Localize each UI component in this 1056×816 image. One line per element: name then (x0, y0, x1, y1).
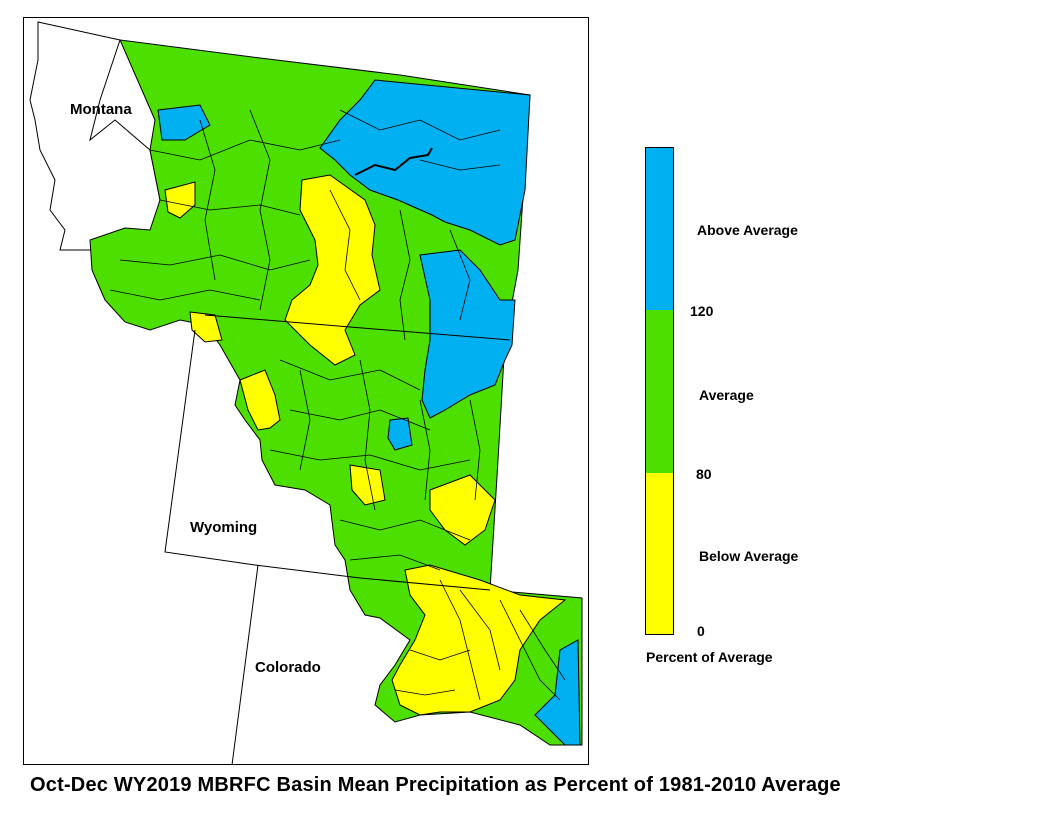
legend-color-bar (645, 147, 674, 635)
legend-swatch-average (646, 310, 673, 473)
basin-region-below-west (239, 369, 281, 431)
state-label-wyoming: Wyoming (190, 519, 258, 536)
basin-region-above-small (387, 417, 413, 451)
legend-tick-0: 0 (697, 623, 705, 639)
legend-tick-80: 80 (696, 466, 712, 482)
basin-region-below-east (429, 474, 496, 546)
legend-swatch-above (646, 148, 673, 310)
legend-label-above: Above Average (697, 222, 798, 238)
state-label-montana: Montana (70, 101, 132, 118)
state-label-colorado: Colorado (255, 659, 321, 676)
basin-boundaries (109, 109, 566, 701)
legend-tick-120: 120 (690, 303, 714, 319)
state-border-mt-wy (204, 314, 511, 341)
legend-title: Percent of Average (646, 649, 773, 665)
river-line (354, 147, 433, 176)
basin-region-below-central (284, 174, 381, 366)
basin-region-above-se (534, 639, 581, 746)
wyoming-outline (164, 329, 491, 591)
basin-region-above-mid (419, 249, 516, 419)
legend-swatch-below (646, 473, 673, 634)
basin-region-below-nw (164, 181, 196, 219)
legend-label-average: Average (699, 387, 754, 403)
basin-region-below-sw (189, 311, 223, 343)
basin-region-above-nw (157, 104, 211, 141)
basin-region-below-south (391, 564, 567, 716)
basin-region-above-ne (319, 79, 531, 246)
basin-region-below-mid (349, 464, 386, 506)
map-caption: Oct-Dec WY2019 MBRFC Basin Mean Precipit… (30, 774, 841, 796)
colorado-outline (231, 564, 259, 766)
legend-label-below: Below Average (699, 548, 799, 564)
